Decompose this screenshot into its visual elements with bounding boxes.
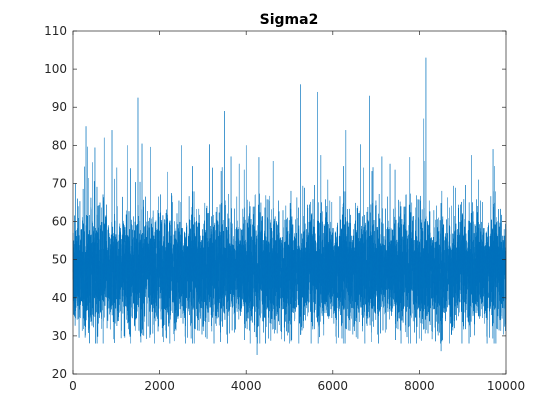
y-tick-label: 20 (52, 367, 67, 381)
x-tick-label: 0 (69, 379, 77, 393)
x-tick-label: 8000 (404, 379, 435, 393)
y-tick-label: 80 (52, 138, 67, 152)
x-tick-label: 2000 (144, 379, 175, 393)
y-tick-label: 70 (52, 176, 67, 190)
y-tick-label: 110 (44, 24, 67, 38)
series-line-sigma2 (72, 57, 507, 356)
chart-title: Sigma2 (260, 12, 319, 28)
x-tick-label: 6000 (318, 379, 349, 393)
x-tick-label: 4000 (231, 379, 262, 393)
y-tick-label: 30 (52, 329, 67, 343)
y-tick-label: 60 (52, 215, 67, 229)
axes-layer: 0 2000 4000 6000 8000 10000 20 30 40 50 60 70 80 90 10… (44, 24, 525, 393)
axes-box (72, 30, 507, 375)
x-tick-label: 10000 (487, 379, 525, 393)
y-tick-label: 90 (52, 100, 67, 114)
series-layer (72, 57, 507, 356)
y-tick-label: 50 (52, 253, 67, 267)
y-tick-label: 40 (52, 291, 67, 305)
y-tick-label: 100 (44, 62, 67, 76)
